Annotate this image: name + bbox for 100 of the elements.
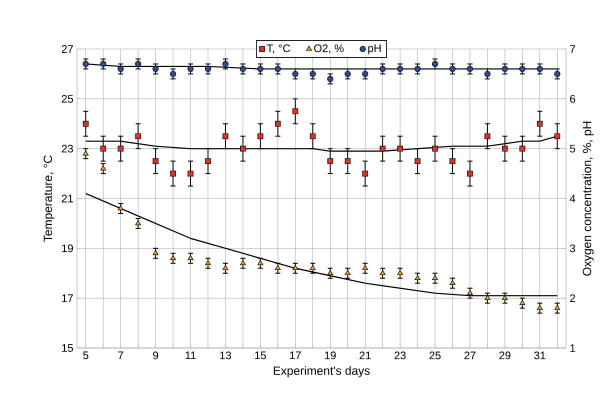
y2-tick-label: 2 bbox=[570, 294, 576, 302]
point bbox=[380, 270, 386, 276]
point bbox=[502, 294, 508, 300]
legend-label: T, °C bbox=[266, 44, 290, 54]
point bbox=[536, 66, 543, 72]
point bbox=[466, 66, 474, 72]
point bbox=[310, 133, 316, 140]
point bbox=[135, 60, 142, 68]
y-tick-label: 15 bbox=[62, 344, 74, 352]
x-tick-label: 5 bbox=[83, 352, 88, 360]
point bbox=[205, 158, 211, 164]
point bbox=[188, 170, 194, 176]
point bbox=[310, 70, 316, 78]
point bbox=[257, 260, 264, 266]
point bbox=[519, 300, 526, 305]
point bbox=[82, 120, 89, 127]
y-tick-label: 25 bbox=[62, 94, 74, 103]
point bbox=[222, 60, 229, 68]
point bbox=[344, 70, 351, 78]
point bbox=[554, 304, 560, 310]
point bbox=[397, 270, 403, 276]
point bbox=[205, 260, 211, 266]
y-tick-label: 27 bbox=[62, 45, 73, 53]
point bbox=[274, 66, 281, 72]
point bbox=[135, 220, 142, 226]
point bbox=[554, 133, 560, 140]
point bbox=[240, 146, 246, 152]
y2-tick-label: 7 bbox=[570, 45, 576, 53]
point bbox=[274, 264, 281, 270]
point bbox=[519, 146, 526, 152]
point bbox=[344, 158, 351, 164]
point bbox=[467, 290, 473, 295]
x-tick-label: 23 bbox=[394, 352, 406, 360]
x-tick-label: 27 bbox=[464, 352, 476, 360]
point bbox=[292, 108, 298, 114]
point bbox=[327, 270, 334, 276]
point bbox=[397, 146, 403, 152]
x-tick-label: 21 bbox=[360, 352, 371, 360]
point bbox=[484, 294, 490, 300]
y-axis-title: Temperature, °C bbox=[44, 155, 54, 242]
point bbox=[188, 255, 194, 260]
point bbox=[484, 70, 491, 78]
point bbox=[152, 158, 158, 164]
point bbox=[135, 133, 142, 140]
point bbox=[152, 250, 158, 256]
point bbox=[450, 158, 456, 164]
y-tick-label: 21 bbox=[62, 194, 73, 202]
y-tick-label: 23 bbox=[62, 144, 73, 153]
point bbox=[118, 146, 124, 152]
point bbox=[414, 66, 421, 72]
point bbox=[554, 70, 560, 78]
x-tick-label: 29 bbox=[499, 352, 510, 360]
point bbox=[362, 170, 368, 176]
point bbox=[118, 205, 124, 210]
y-tick-label: 19 bbox=[62, 244, 73, 252]
point bbox=[536, 304, 543, 310]
x-tick-label: 25 bbox=[429, 352, 441, 360]
point bbox=[502, 66, 508, 72]
point bbox=[240, 66, 246, 72]
point bbox=[257, 66, 264, 72]
x-tick-label: 31 bbox=[534, 352, 546, 360]
point bbox=[152, 66, 159, 72]
point bbox=[222, 133, 228, 140]
point bbox=[414, 274, 420, 280]
point bbox=[187, 66, 194, 72]
y-tick-label: 17 bbox=[62, 294, 73, 302]
x-tick-label: 9 bbox=[153, 352, 158, 360]
point bbox=[118, 66, 124, 72]
point bbox=[222, 264, 228, 270]
point bbox=[467, 170, 473, 176]
legend-label: O2, % bbox=[314, 44, 344, 54]
x-tick-label: 17 bbox=[290, 352, 301, 360]
point bbox=[397, 66, 404, 72]
point bbox=[274, 120, 281, 127]
y2-tick-label: 3 bbox=[570, 244, 576, 252]
point bbox=[327, 158, 334, 164]
y2-axis-title: Oxygen concentration, %, pH bbox=[582, 122, 594, 276]
point bbox=[170, 255, 176, 260]
legend-label: pH bbox=[368, 44, 381, 54]
point bbox=[432, 60, 438, 68]
point bbox=[484, 133, 490, 140]
point bbox=[310, 264, 316, 270]
x-tick-label: 11 bbox=[186, 352, 196, 360]
point bbox=[292, 264, 298, 270]
x-tick-label: 15 bbox=[255, 352, 266, 360]
point bbox=[432, 274, 438, 280]
point bbox=[414, 158, 420, 164]
point bbox=[100, 146, 106, 152]
point bbox=[82, 150, 89, 156]
x-tick-label: 7 bbox=[118, 352, 124, 360]
point bbox=[362, 70, 368, 78]
point bbox=[432, 146, 438, 152]
point bbox=[240, 260, 246, 266]
y2-tick-label: 1 bbox=[570, 344, 576, 352]
point bbox=[362, 264, 368, 270]
point bbox=[519, 66, 526, 72]
point bbox=[204, 66, 212, 72]
x-tick-label: 19 bbox=[324, 352, 336, 360]
point bbox=[344, 270, 351, 276]
point bbox=[170, 70, 176, 78]
